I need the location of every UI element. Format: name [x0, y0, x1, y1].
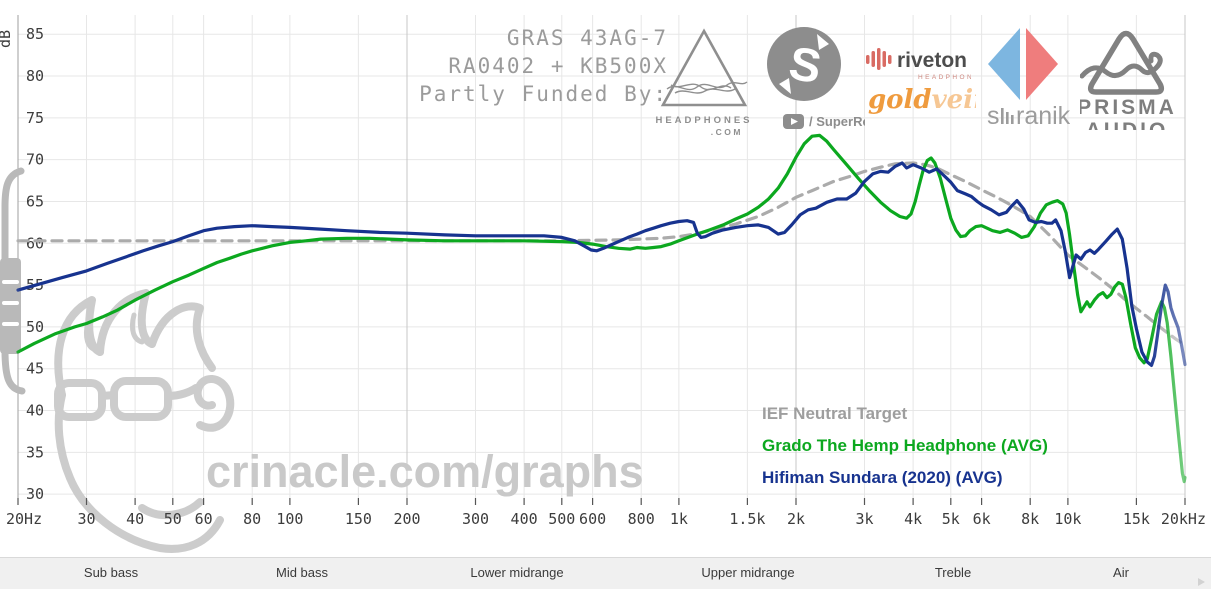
svg-text:goldvein: goldvein: [868, 85, 976, 115]
soranik-wordmark-ranik: ranik: [1016, 102, 1070, 128]
watermark-text: crinacle.com/graphs: [206, 446, 644, 497]
svg-text:1.5k: 1.5k: [729, 510, 765, 528]
svg-text:800: 800: [628, 510, 655, 528]
svg-text:60: 60: [26, 234, 44, 252]
svg-text:500: 500: [548, 510, 575, 528]
svg-text:1k: 1k: [670, 510, 688, 528]
svg-text:dB: dB: [0, 30, 14, 48]
svg-text:45: 45: [26, 360, 44, 378]
svg-text:4k: 4k: [904, 510, 922, 528]
superreview-shard-icon: [779, 78, 791, 94]
svg-text:200: 200: [393, 510, 420, 528]
svg-text:35: 35: [26, 443, 44, 461]
rig-title-line1: GRAS 43AG-7: [506, 26, 668, 50]
prisma-wordmark-line2: AUDIO: [1086, 119, 1169, 130]
svg-text:600: 600: [579, 510, 606, 528]
headphones-com-tld: .COM: [711, 127, 743, 137]
youtube-icon: [783, 114, 804, 129]
band-label-treble: Treble: [934, 565, 972, 580]
svg-text:80: 80: [26, 67, 44, 85]
svg-text:50: 50: [164, 510, 182, 528]
prisma-mountain-icon: [1080, 30, 1165, 95]
svg-text:30: 30: [77, 510, 95, 528]
svg-text:5k: 5k: [942, 510, 960, 528]
riveton-sub-label: HEADPHONES: [918, 74, 971, 81]
svg-text:20Hz: 20Hz: [6, 510, 42, 528]
rig-title: GRAS 43AG-7 RA0402 + KB500X Partly Funde…: [419, 24, 668, 108]
rig-title-line2: RA0402 + KB500X: [448, 54, 668, 78]
svg-text:50: 50: [26, 318, 44, 336]
svg-text:70: 70: [26, 151, 44, 169]
frequency-band-strip: Sub bass Mid bass Lower midrange Upper m…: [0, 557, 1211, 589]
rig-title-line3: Partly Funded By:: [419, 82, 668, 106]
svg-text:60: 60: [195, 510, 213, 528]
svg-text:75: 75: [26, 109, 44, 127]
svg-text:6k: 6k: [973, 510, 991, 528]
svg-text:30: 30: [26, 485, 44, 503]
prisma-audio-logo: PRISMA AUDIO: [1080, 30, 1177, 130]
goldvein-logo: goldvein: [868, 85, 976, 115]
goldvein-wordmark-vein: vein: [932, 85, 976, 115]
band-label-air: Air: [1113, 565, 1129, 580]
fr-chart-canvas[interactable]: crinacle.com/graphs 85807570656055504540…: [0, 0, 1211, 557]
svg-text:300: 300: [462, 510, 489, 528]
svg-text:2k: 2k: [787, 510, 805, 528]
legend-item-grado-hemp[interactable]: Grado The Hemp Headphone (AVG): [762, 436, 1048, 455]
svg-text:20kHz: 20kHz: [1161, 510, 1206, 528]
superreview-logo: S / SuperReview: [767, 27, 865, 129]
riveton-wordmark: riveton: [897, 49, 967, 72]
svg-text:3k: 3k: [855, 510, 873, 528]
soranik-bars-icon: [1001, 108, 1014, 124]
corner-resize-mark-icon: [1198, 578, 1205, 586]
riveton-waveform-icon: [866, 48, 892, 70]
svg-text:40: 40: [126, 510, 144, 528]
band-label-lower-midrange: Lower midrange: [470, 565, 564, 580]
coupler-clamp-watermark: [0, 167, 26, 395]
band-label-upper-midrange: Upper midrange: [701, 565, 795, 580]
svg-text:100: 100: [276, 510, 303, 528]
prisma-wordmark-line1: PRISMA: [1080, 96, 1177, 119]
band-label-sub-bass: Sub bass: [83, 565, 139, 580]
svg-text:80: 80: [243, 510, 261, 528]
svg-text:400: 400: [511, 510, 538, 528]
legend: IEF Neutral Target Grado The Hemp Headph…: [762, 398, 1048, 494]
headphones-com-logo: HEADPHONES .COM: [655, 28, 752, 137]
svg-text:8k: 8k: [1021, 510, 1039, 528]
riveton-logo: riveton HEADPHONES: [866, 48, 971, 81]
svg-text:65: 65: [26, 192, 44, 210]
headphones-com-wordmark: HEADPHONES: [655, 115, 752, 126]
soranik-logo: s ranik: [987, 28, 1070, 128]
superreview-wordmark: / SuperReview: [809, 114, 865, 129]
svg-text:40: 40: [26, 402, 44, 420]
soranik-left-triangle-icon: [988, 28, 1020, 100]
legend-item-hifiman-sundara[interactable]: Hifiman Sundara (2020) (AVG): [762, 468, 1003, 487]
headphones-com-triangle-icon: [660, 28, 748, 107]
soranik-wordmark-s: s: [987, 102, 1000, 128]
crinacle-mascot-watermark: [54, 289, 235, 553]
legend-item-target[interactable]: IEF Neutral Target: [762, 404, 908, 423]
svg-text:150: 150: [345, 510, 372, 528]
goldvein-wordmark-gold: gold: [868, 85, 932, 115]
soranik-right-triangle-icon: [1026, 28, 1058, 100]
svg-text:15k: 15k: [1123, 510, 1150, 528]
headphones-com-wave-icon: [666, 81, 748, 94]
svg-text:10k: 10k: [1054, 510, 1081, 528]
svg-text:85: 85: [26, 25, 44, 43]
superreview-shard-icon: [817, 34, 829, 50]
band-label-mid-bass: Mid bass: [275, 565, 329, 580]
